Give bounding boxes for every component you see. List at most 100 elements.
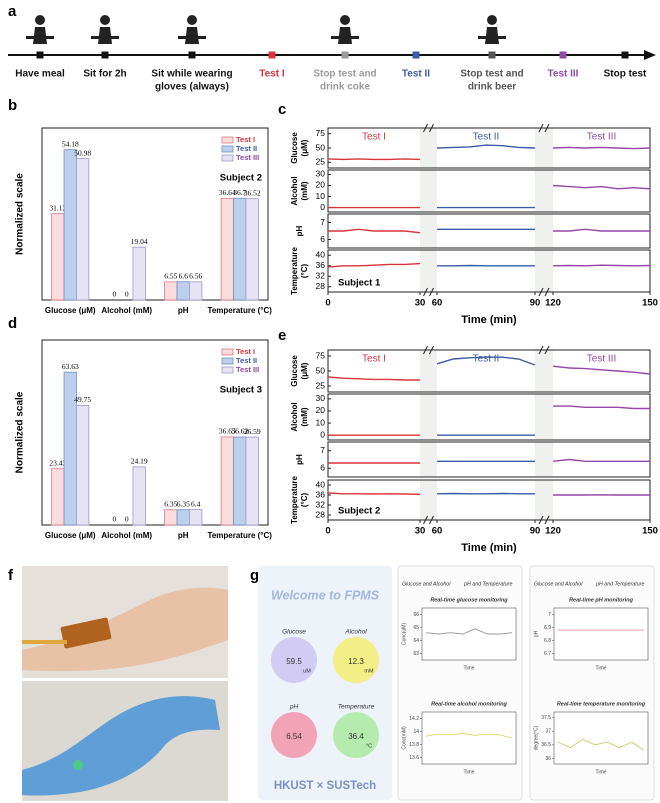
mini-y-tick-label: 13.8	[409, 742, 419, 748]
y-axis-label: Alcohol	[290, 402, 299, 431]
metric-value: 6.54	[286, 732, 302, 741]
y-tick-label: 50	[316, 142, 326, 152]
x-tick-label: 90	[530, 298, 541, 309]
app-tab: pH and Temperature	[595, 581, 644, 587]
bar	[63, 149, 77, 301]
panel-label: a	[8, 3, 17, 20]
row-frame	[327, 479, 651, 521]
gap-shade	[535, 394, 553, 440]
gap-shade	[535, 128, 553, 168]
y-tick-label: 6	[320, 234, 325, 244]
mini-plot-frame	[553, 607, 649, 661]
line-series	[552, 365, 651, 375]
mini-y-tick-label: 63	[413, 651, 419, 657]
value-label: 6.6	[179, 271, 189, 280]
glove	[22, 696, 220, 796]
x-tick-label: Alcohol (mM)	[101, 306, 152, 315]
x-tick-label: Glucose (μM)	[45, 306, 96, 315]
legend-label: Test II	[236, 356, 257, 365]
test-label: Test II	[473, 354, 500, 365]
bar	[76, 158, 90, 301]
timeline-label: Stop test and	[460, 69, 523, 80]
icon-head	[187, 15, 197, 25]
y-axis-label: Glucose	[290, 132, 299, 164]
y-axis-label: (mM)	[300, 407, 309, 426]
icon-head	[487, 15, 497, 25]
mini-y-tick-label: 36	[545, 756, 551, 762]
annotation: Subject 3	[220, 385, 262, 396]
bar	[176, 509, 190, 526]
mini-y-tick-label: 6.9	[544, 625, 551, 631]
person-icon	[26, 15, 54, 44]
value-label: 6.55	[164, 272, 177, 281]
mini-y-tick-label: 66	[413, 612, 419, 618]
y-axis-label: Temperature	[290, 476, 299, 524]
gap-shade	[420, 480, 437, 520]
gap-shade	[420, 394, 437, 440]
timeline-label: Test III	[548, 69, 579, 80]
gap-shade	[420, 350, 437, 392]
y-tick-label: 32	[316, 271, 326, 281]
metric-unit: mM	[364, 668, 374, 674]
line-series	[553, 228, 650, 232]
x-tick-label: 90	[530, 526, 541, 537]
metric-name: Temperature	[338, 704, 375, 711]
timeline-label: Test II	[402, 69, 430, 80]
timeline-marker	[268, 51, 276, 59]
row-frame	[327, 249, 651, 293]
y-tick-label: 36	[316, 260, 326, 270]
y-tick-label: 10	[316, 191, 326, 201]
panel-label: c	[278, 101, 286, 118]
timeline-label: Have meal	[15, 69, 65, 80]
line-series	[436, 356, 536, 366]
x-tick-label: Temperature (°C)	[208, 306, 273, 315]
timeline-marker	[101, 51, 109, 59]
y-tick-label: 25	[316, 380, 326, 390]
y-axis-label: (μM)	[300, 362, 309, 379]
y-axis-label: Glucose	[290, 355, 299, 387]
y-tick-label: 0	[320, 429, 325, 439]
value-label: 54.18	[62, 139, 79, 148]
x-tick-label: 0	[325, 298, 330, 309]
x-tick-label: 150	[642, 298, 658, 309]
icon-table	[478, 36, 506, 39]
mini-y-tick-label: 6.7	[544, 651, 551, 657]
legend-label: Test III	[236, 365, 259, 374]
timeline-label: Sit for 2h	[83, 69, 126, 80]
y-tick-label: 7	[320, 217, 325, 227]
value-label: 6.35	[177, 499, 190, 508]
x-tick-label: 60	[432, 526, 443, 537]
bar	[245, 198, 259, 301]
bar	[220, 436, 234, 526]
timeline-marker	[341, 51, 349, 59]
x-tick-label: Temperature (°C)	[208, 531, 273, 540]
mini-chart-title: Real-time temperature monitoring	[557, 701, 646, 707]
legend-swatch	[221, 154, 234, 162]
y-tick-label: 75	[316, 350, 326, 360]
line-series	[553, 405, 650, 410]
line-series	[328, 228, 421, 234]
y-axis-label: pH	[295, 225, 304, 236]
legend-label: Test II	[236, 144, 257, 153]
gap-shade	[535, 170, 553, 212]
legend-swatch	[221, 145, 234, 153]
annotation: Subject 1	[338, 278, 381, 289]
plot-frame	[41, 339, 269, 526]
y-axis-label: Alcohol	[290, 176, 299, 205]
value-label: 6.56	[189, 272, 202, 281]
icon-table	[178, 36, 206, 39]
metric-name: pH	[289, 704, 299, 711]
gap-shade	[420, 170, 437, 212]
mini-y-axis-label: Conc(uM)	[401, 623, 407, 645]
mini-y-tick-label: 37.5	[541, 715, 551, 721]
bar	[189, 281, 203, 301]
mini-y-tick-label: 14.2	[409, 716, 419, 722]
y-tick-label: 28	[316, 281, 326, 291]
axis-break	[423, 515, 428, 525]
timeline-marker	[488, 51, 496, 59]
metric-value: 36.4	[348, 732, 364, 741]
legend-label: Test III	[236, 153, 259, 162]
value-label: 63.63	[62, 362, 79, 371]
line-series	[552, 264, 651, 267]
